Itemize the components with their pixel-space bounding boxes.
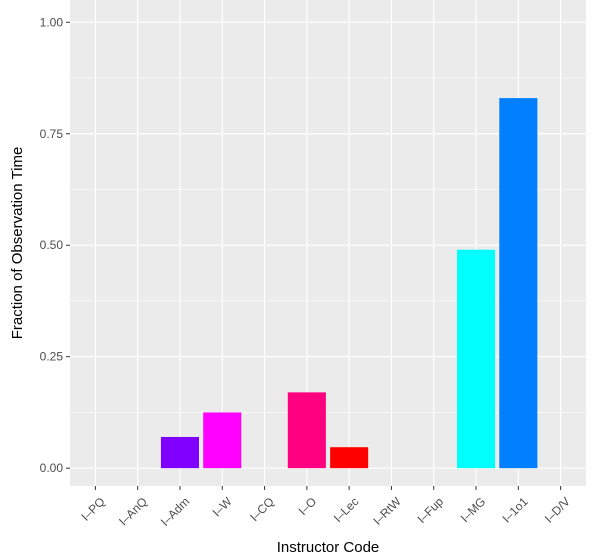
x-tick-label: I–Adm: [158, 494, 192, 528]
x-axis: I–PQ I–AnQ I–Adm I–W I–CQ I–O I–Lec I–RtW I–Fup I…: [78, 486, 573, 529]
y-tick-label: 1.00: [40, 15, 64, 29]
x-tick-label: I–1o1: [500, 494, 531, 525]
bars: [160, 98, 538, 469]
x-tick-label: I–RtW: [370, 494, 404, 528]
bar: [457, 249, 496, 469]
x-axis-title: Instructor Code: [277, 539, 380, 556]
bar: [160, 436, 199, 469]
y-tick-label: 0.50: [40, 238, 64, 252]
x-tick-label: I–Fup: [414, 494, 446, 526]
y-tick-label: 0.25: [40, 350, 64, 364]
x-tick-label: I–PQ: [78, 494, 107, 523]
bar: [330, 447, 369, 469]
x-tick-label: I–D/V: [542, 494, 573, 525]
y-tick-label: 0.00: [40, 461, 64, 475]
y-axis: 0.00 0.25 0.50 0.75 1.00: [40, 15, 70, 475]
y-tick-label: 0.75: [40, 127, 64, 141]
x-tick-label: I–AnQ: [116, 494, 150, 528]
x-tick-label: I–O: [296, 494, 320, 518]
y-axis-title: Fraction of Observation Time: [9, 147, 26, 340]
bar: [203, 412, 242, 469]
bar: [287, 392, 326, 469]
bar: [499, 98, 538, 469]
x-tick-label: I–Lec: [331, 494, 362, 525]
x-tick-label: I–CQ: [247, 494, 277, 524]
x-tick-label: I–W: [210, 494, 235, 519]
x-tick-label: I–MG: [458, 494, 489, 525]
